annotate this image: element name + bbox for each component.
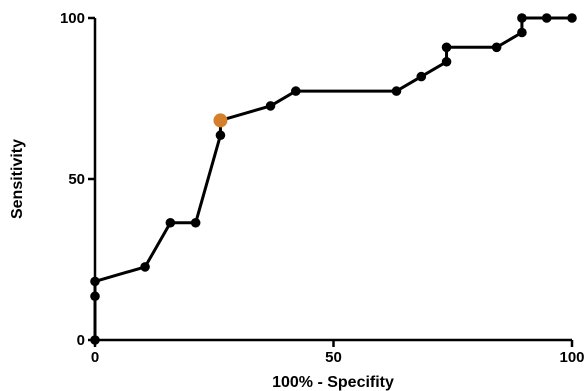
data-point xyxy=(391,86,402,96)
y-tick-label: 50 xyxy=(68,171,85,188)
data-point xyxy=(416,71,427,82)
x-axis-title: 100% - Specifity xyxy=(272,374,394,391)
x-tick-label: 0 xyxy=(91,349,99,366)
data-point xyxy=(90,276,100,287)
data-point xyxy=(491,42,502,53)
y-axis-title: Sensitivity xyxy=(9,139,26,219)
data-point xyxy=(567,13,577,23)
x-ticks: 0 50 100 xyxy=(91,340,585,366)
data-point xyxy=(441,56,452,67)
data-point xyxy=(541,13,552,23)
x-tick-label: 50 xyxy=(325,349,342,366)
data-point xyxy=(215,130,226,141)
y-ticks: 0 50 100 xyxy=(60,10,95,349)
data-point xyxy=(140,262,150,272)
data-point xyxy=(265,101,276,111)
roc-curve-line xyxy=(93,16,572,340)
data-point xyxy=(90,291,100,302)
data-point xyxy=(517,13,527,23)
data-point xyxy=(441,42,452,53)
data-point xyxy=(517,27,527,38)
data-point xyxy=(165,217,176,228)
x-tick-label: 100 xyxy=(559,349,584,366)
data-point xyxy=(90,335,100,345)
data-point xyxy=(291,86,301,96)
y-tick-label: 0 xyxy=(77,332,85,349)
highlighted-data-point xyxy=(213,113,228,128)
data-point xyxy=(190,217,201,228)
y-tick-label: 100 xyxy=(60,10,85,27)
data-points xyxy=(90,13,577,345)
